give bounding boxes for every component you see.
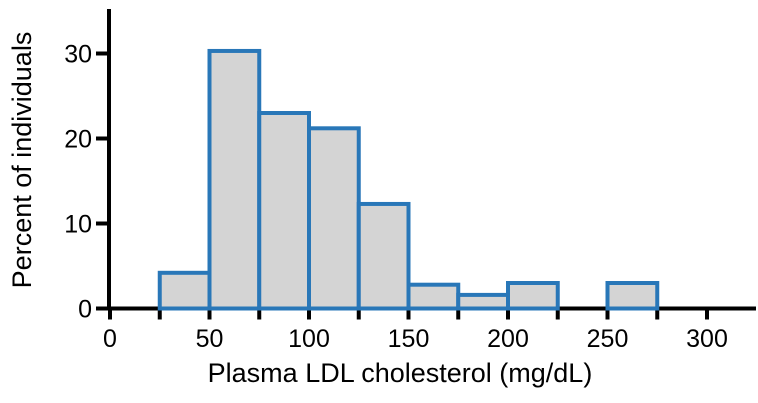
y-tick [96,136,107,141]
x-tick [307,310,311,320]
x-minor-tick [456,310,461,320]
x-tick-label: 300 [686,325,728,353]
y-tick-label: 20 [64,126,92,154]
histogram-bar [157,270,212,311]
histogram-bar [456,292,510,311]
x-minor-tick [157,310,162,320]
x-tick [207,310,212,320]
y-tick [96,306,107,311]
histogram-bar [207,48,262,311]
x-minor-tick [257,310,262,320]
y-tick-label: 10 [64,211,92,239]
y-tick-label: 30 [64,41,92,69]
y-tick [96,221,107,226]
y-tick-label: 0 [78,296,92,324]
y-tick [96,51,107,56]
y-axis-line [107,9,111,311]
x-axis-title: Plasma LDL cholesterol (mg/dL) [207,358,593,388]
x-tick [605,310,610,320]
y-axis-title: Percent of individuals [7,31,37,289]
histogram-bar [307,126,361,311]
histogram-bar [257,111,311,311]
histogram-bar [506,281,560,311]
x-tick [108,310,112,320]
x-minor-tick [655,310,660,320]
histogram-bar [406,282,461,311]
x-tick [406,310,411,320]
x-tick-label: 250 [587,325,629,353]
x-tick [506,310,510,320]
x-tick-label: 50 [196,325,224,353]
x-tick-label: 150 [388,325,430,353]
histogram-bar [605,281,660,311]
x-minor-tick [555,310,560,320]
x-minor-tick [356,310,361,320]
x-tick-label: 0 [103,325,117,353]
histogram-bar [356,201,411,311]
x-tick [705,310,709,320]
x-tick-label: 100 [288,325,330,353]
x-tick-label: 200 [487,325,529,353]
